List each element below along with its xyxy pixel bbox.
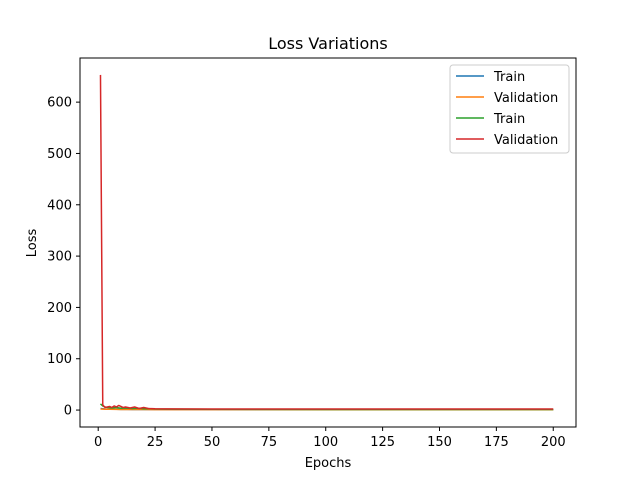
- x-tick-label: 175: [484, 435, 509, 450]
- chart-title: Loss Variations: [268, 34, 388, 53]
- x-tick-label: 75: [261, 435, 278, 450]
- legend-label-2: Validation: [494, 91, 558, 106]
- x-tick-label: 100: [313, 435, 338, 450]
- y-axis-ticks: 0 100 200 300 400 500 600: [47, 96, 80, 419]
- x-tick-label: 50: [204, 435, 221, 450]
- y-tick-label: 500: [47, 147, 72, 162]
- plot-frame: [79, 57, 577, 428]
- x-tick-label: 0: [94, 435, 102, 450]
- x-tick-label: 200: [541, 435, 566, 450]
- legend-label-3: Train: [493, 112, 525, 127]
- legend: Train Validation Train Validation: [449, 64, 570, 154]
- legend-label-1: Train: [493, 70, 525, 85]
- y-axis-label: Loss: [25, 229, 40, 258]
- x-axis-label: Epochs: [305, 456, 352, 471]
- x-tick-label: 150: [427, 435, 452, 450]
- y-tick-label: 100: [47, 352, 72, 367]
- series-layer: [99, 74, 554, 411]
- y-tick-label: 300: [47, 250, 72, 265]
- y-tick-label: 200: [47, 301, 72, 316]
- y-tick-label: 400: [47, 198, 72, 213]
- x-axis-ticks: 0 25 50 75 100 125 150 175 200: [94, 427, 566, 450]
- series-line-4: [99, 74, 554, 410]
- legend-box: [449, 64, 570, 154]
- x-tick-label: 25: [147, 435, 164, 450]
- y-tick-label: 600: [47, 96, 72, 111]
- y-tick-label: 0: [64, 404, 72, 419]
- x-tick-label: 125: [370, 435, 395, 450]
- legend-label-4: Validation: [494, 133, 558, 148]
